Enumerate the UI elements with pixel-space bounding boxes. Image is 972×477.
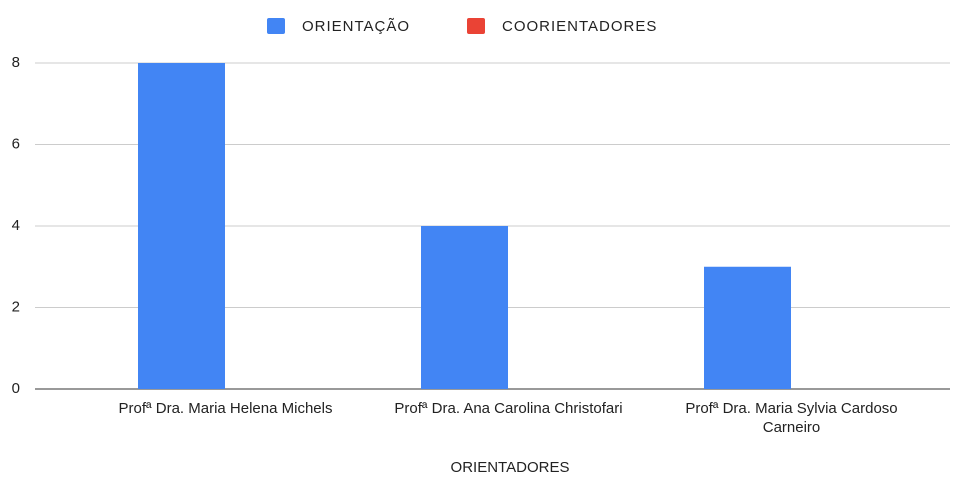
legend-swatch [267,18,285,34]
x-tick-label: Profª Dra. Ana Carolina Christofari [394,400,623,417]
x-tick-label: Profª Dra. Maria Helena Michels [118,400,333,417]
y-tick-label: 2 [12,298,20,315]
y-tick-label: 4 [12,217,20,234]
bar [704,266,791,389]
legend-label: ORIENTAÇÃO [302,18,410,35]
bar [421,226,508,389]
x-tick-label: Profª Dra. Maria Sylvia Cardoso Carneiro [685,400,898,436]
y-tick-label: 8 [12,54,20,71]
bar [138,63,225,389]
x-axis-title: ORIENTADORES [451,459,570,476]
legend-swatch [467,18,485,34]
legend-label: COORIENTADORES [502,18,657,35]
y-tick-label: 0 [12,380,20,397]
y-tick-label: 6 [12,135,20,152]
